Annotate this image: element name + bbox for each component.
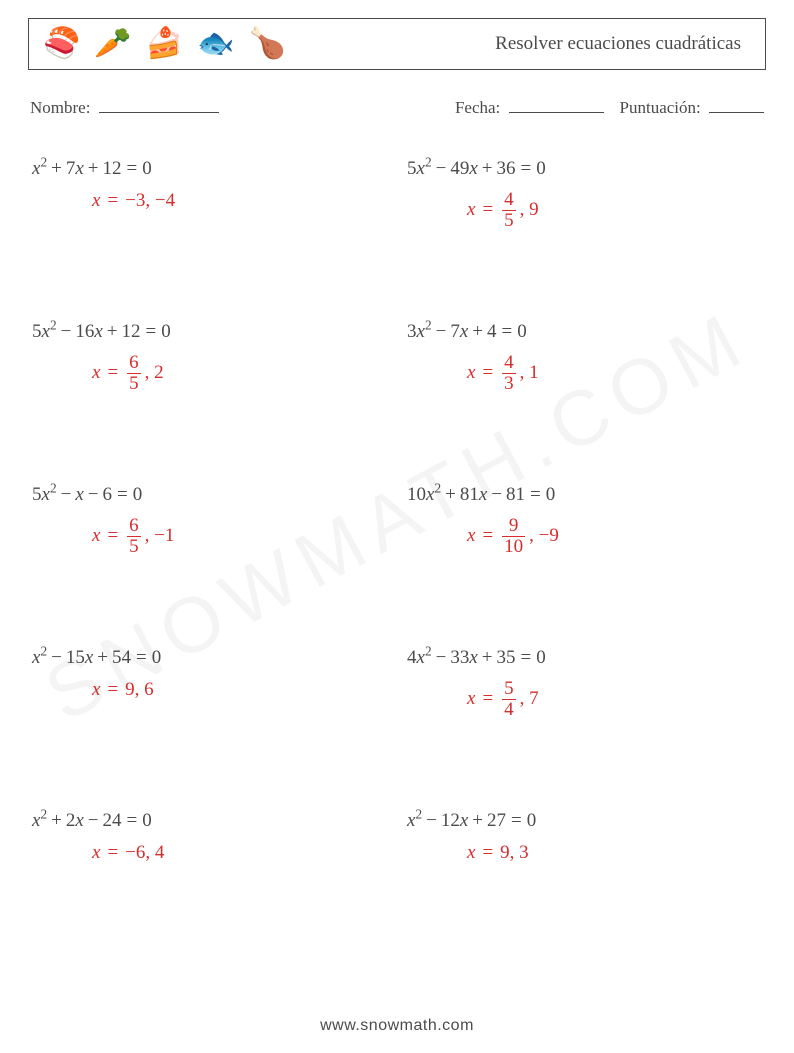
sushi-icon: 🍣	[43, 29, 80, 59]
score-blank	[709, 96, 764, 113]
answer: x=54, 7	[407, 679, 762, 720]
equation: 5x2−49x+36=0	[407, 158, 762, 180]
fish-icon: 🐟	[197, 29, 234, 59]
info-line: Nombre: Fecha: Puntuación:	[30, 96, 764, 118]
chicken-leg-icon: 🍗	[248, 29, 285, 59]
answer: x=910, −9	[407, 516, 762, 557]
problems-grid: x2+7x+12=0x=−3, −45x2−49x+36=0x=45, 95x2…	[28, 158, 766, 864]
answer: x=65, −1	[32, 516, 387, 557]
equation: 4x2−33x+35=0	[407, 647, 762, 669]
header-icons: 🍣 🥕 🍰 🐟 🍗	[43, 29, 286, 59]
equation: x2−15x+54=0	[32, 647, 387, 669]
problem: 5x2−x−6=0 x=65, −1	[32, 484, 387, 557]
problem: 4x2−33x+35=0 x=54, 7	[407, 647, 762, 720]
answer: x=9, 6	[32, 679, 387, 701]
equation: x2+7x+12=0	[32, 158, 387, 180]
equation: 5x2−x−6=0	[32, 484, 387, 506]
answer: x=43, 1	[407, 353, 762, 394]
cake-icon: 🍰	[146, 29, 183, 59]
problem: 5x2−16x+12=0 x=65, 2	[32, 321, 387, 394]
answer: x=−6, 4	[32, 842, 387, 864]
equation: 5x2−16x+12=0	[32, 321, 387, 343]
problem: 10x2+81x−81=0 x=910, −9	[407, 484, 762, 557]
answer: x=−3, −4	[32, 190, 387, 212]
carrot-icon: 🥕	[94, 29, 131, 59]
worksheet-title: Resolver ecuaciones cuadráticas	[495, 33, 751, 55]
problem: 3x2−7x+4=0 x=43, 1	[407, 321, 762, 394]
problem: x2+7x+12=0 x=−3, −4	[32, 158, 387, 231]
score-label: Puntuación:	[620, 98, 701, 117]
equation: x2+2x−24=0	[32, 810, 387, 832]
date-blank	[509, 96, 604, 113]
problem: x2−15x+54=0 x=9, 6	[32, 647, 387, 720]
answer: x=9, 3	[407, 842, 762, 864]
footer-url: www.snowmath.com	[0, 1017, 794, 1035]
problem: 5x2−49x+36=0 x=45, 9	[407, 158, 762, 231]
answer: x=45, 9	[407, 190, 762, 231]
name-blank	[99, 96, 219, 113]
header-box: 🍣 🥕 🍰 🐟 🍗 Resolver ecuaciones cuadrática…	[28, 18, 766, 70]
problem: x2+2x−24=0 x=−6, 4	[32, 810, 387, 864]
name-label: Nombre:	[30, 98, 90, 117]
date-label: Fecha:	[455, 98, 500, 117]
equation: 3x2−7x+4=0	[407, 321, 762, 343]
equation: x2−12x+27=0	[407, 810, 762, 832]
equation: 10x2+81x−81=0	[407, 484, 762, 506]
answer: x=65, 2	[32, 353, 387, 394]
problem: x2−12x+27=0 x=9, 3	[407, 810, 762, 864]
